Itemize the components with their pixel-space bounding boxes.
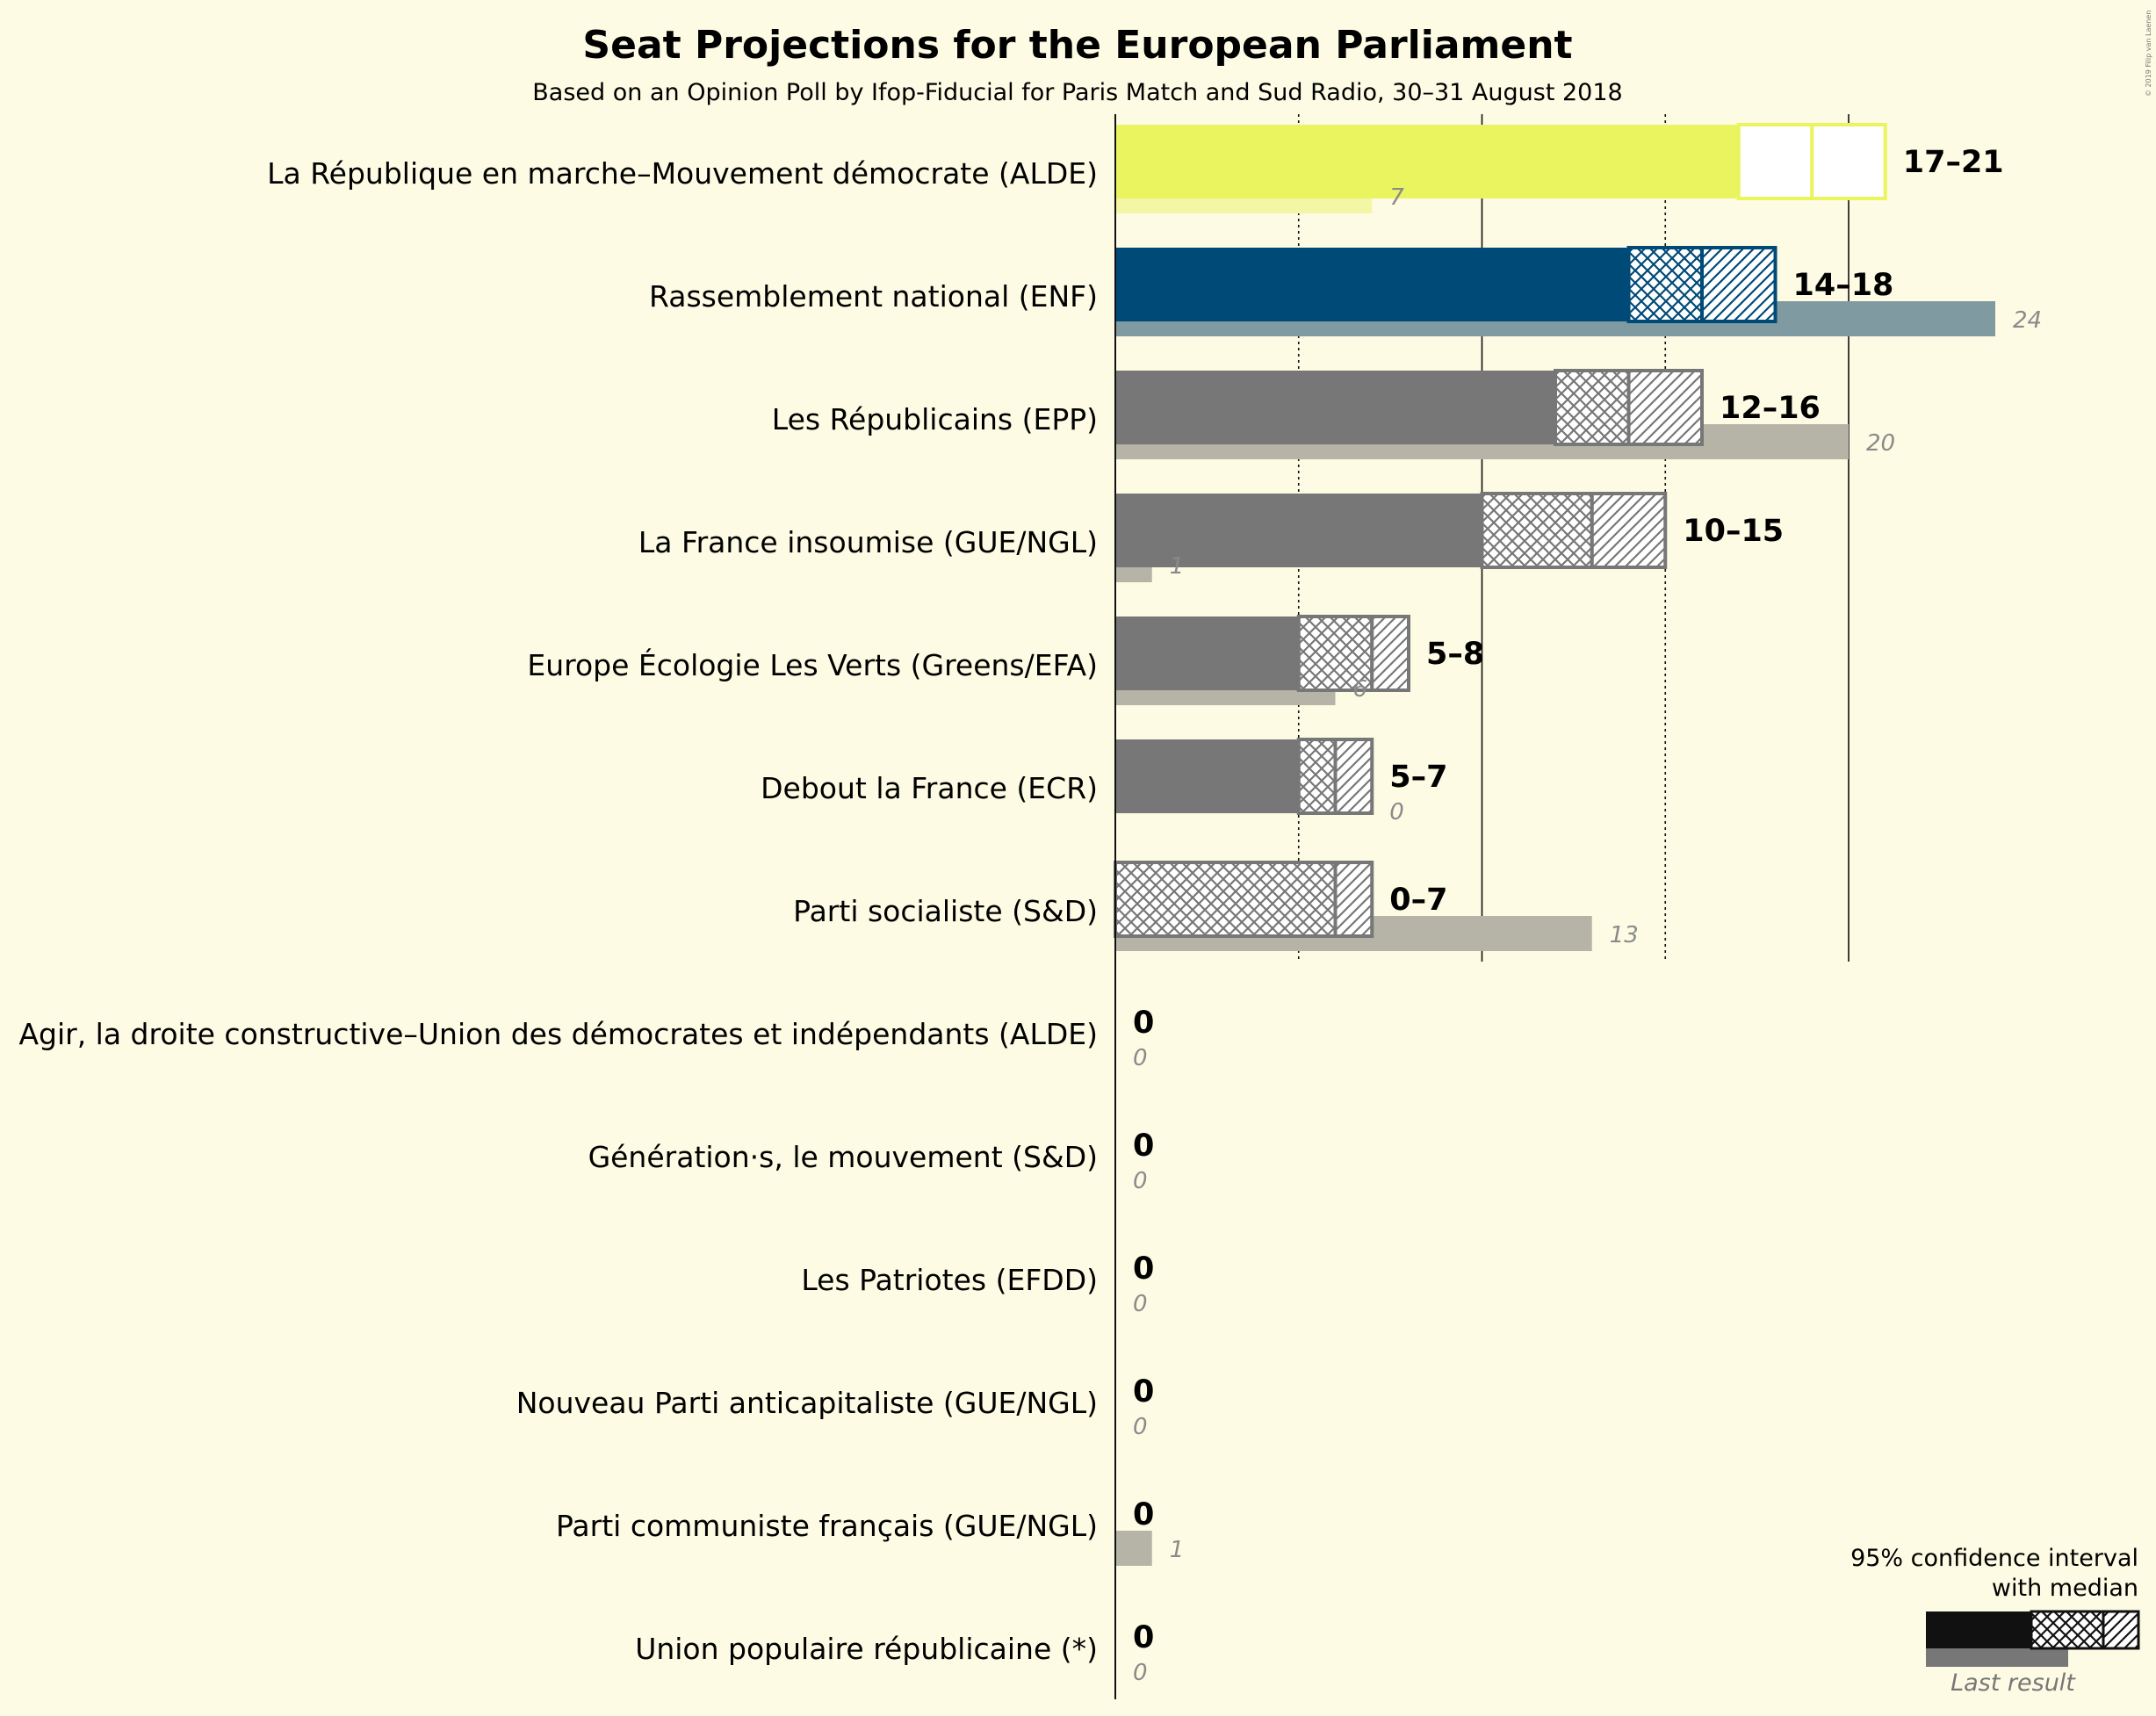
range-label: 0 — [1133, 1251, 1154, 1287]
party-label: Debout la France (ECR) — [761, 771, 1098, 805]
party-label: Les Républicains (EPP) — [772, 402, 1098, 436]
legend-ci-diagonal-swatch — [2102, 1610, 2140, 1650]
last-result-label: 0 — [1133, 1414, 1148, 1440]
copyright-notice: © 2019 Filip van Laenen — [2145, 11, 2152, 97]
ci-upper-diagonal-segment — [1700, 246, 1777, 323]
party-row: Parti socialiste (S&D) 0–7 13 — [793, 861, 1639, 951]
ci-solid-segment — [1115, 739, 1299, 813]
ci-solid-segment — [1115, 125, 1739, 198]
ci-lower-crosshatch-segment — [1114, 861, 1338, 938]
range-label: 5–8 — [1426, 637, 1484, 672]
ci-upper-diagonal-segment — [1810, 123, 1887, 200]
last-result-label: 1 — [1170, 553, 1185, 580]
ci-solid-segment — [1115, 248, 1629, 321]
last-result-label: 0 — [1133, 1168, 1148, 1194]
legend-last-result-swatch — [1926, 1648, 2068, 1667]
party-row: Les Républicains (EPP) 12–16 20 — [772, 369, 1895, 459]
party-label: Union populaire républicaine (*) — [635, 1632, 1098, 1666]
bar-rows: La République en marche–Mouvement démocr… — [18, 114, 2042, 1699]
party-label: La République en marche–Mouvement démocr… — [267, 156, 1098, 191]
party-row: Parti communiste français (GUE/NGL) 01 — [556, 1497, 1184, 1566]
party-label: Les Patriotes (EFDD) — [801, 1263, 1098, 1297]
ci-solid-segment — [1115, 494, 1482, 567]
chart-subtitle: Based on an Opinion Poll by Ifop-Fiducia… — [532, 79, 1622, 106]
last-result-label: 7 — [1389, 184, 1404, 211]
last-result-label: 0 — [1133, 1045, 1148, 1071]
party-label: Rassemblement national (ENF) — [649, 279, 1098, 314]
party-row: Nouveau Parti anticapitaliste (GUE/NGL) 0… — [516, 1374, 1155, 1440]
party-label: Nouveau Parti anticapitaliste (GUE/NGL) — [516, 1386, 1098, 1420]
last-result-label: 6 — [1353, 676, 1368, 703]
party-row: La France insoumise (GUE/NGL) 10–15 1 — [638, 492, 1784, 582]
ci-lower-crosshatch-segment — [1296, 615, 1374, 692]
ci-lower-crosshatch-segment — [1296, 738, 1338, 815]
range-label: 0 — [1133, 1497, 1154, 1532]
last-result-label: 0 — [1133, 1291, 1148, 1317]
ci-lower-crosshatch-segment — [1736, 123, 1814, 200]
last-result-label: 0 — [1133, 1660, 1148, 1686]
range-label: 0–7 — [1389, 883, 1447, 918]
range-label: 14–18 — [1793, 268, 1894, 303]
ci-lower-crosshatch-segment — [1554, 369, 1631, 446]
party-row: Les Patriotes (EFDD) 0 0 — [801, 1251, 1154, 1317]
ci-upper-diagonal-segment — [1333, 861, 1374, 938]
ci-upper-diagonal-segment — [1626, 369, 1704, 446]
party-row: Europe Écologie Les Verts (Greens/EFA) 5–… — [527, 615, 1484, 705]
party-row: Agir, la droite constructive–Union des d… — [18, 1006, 1154, 1071]
range-label: 0 — [1133, 1620, 1154, 1655]
party-row: Rassemblement national (ENF) 14–18 24 — [649, 246, 2042, 336]
party-row: Union populaire républicaine (*) 0 0 — [635, 1620, 1154, 1686]
last-result-label: 20 — [1866, 430, 1895, 457]
legend: 95% confidence interval with median Last… — [1850, 1545, 2140, 1697]
party-row: La République en marche–Mouvement démocr… — [267, 123, 2004, 213]
chart-title: Seat Projections for the European Parlia… — [582, 23, 1572, 68]
last-result-label: 1 — [1170, 1537, 1185, 1563]
party-label: Génération·s, le mouvement (S&D) — [588, 1140, 1098, 1174]
party-label: Parti socialiste (S&D) — [793, 894, 1098, 928]
legend-ci-crosshatch-swatch — [2030, 1610, 2105, 1650]
party-label: Europe Écologie Les Verts (Greens/EFA) — [527, 647, 1098, 682]
range-label: 5–7 — [1389, 760, 1447, 795]
party-label: La France insoumise (GUE/NGL) — [638, 525, 1098, 559]
last-result-label: 24 — [2013, 307, 2042, 334]
ci-upper-diagonal-segment — [1370, 615, 1410, 692]
ci-upper-diagonal-segment — [1333, 738, 1374, 815]
range-label: 10–15 — [1683, 514, 1784, 549]
legend-last-result-label: Last result — [1950, 1669, 2076, 1697]
ci-lower-crosshatch-segment — [1626, 246, 1704, 323]
ci-lower-crosshatch-segment — [1480, 492, 1594, 569]
last-result-bar — [1115, 1531, 1152, 1566]
party-label: Parti communiste français (GUE/NGL) — [556, 1509, 1098, 1543]
last-result-label: 0 — [1389, 799, 1404, 826]
legend-line-2: with median — [1992, 1575, 2138, 1602]
last-result-label: 13 — [1610, 922, 1639, 948]
ci-solid-segment — [1115, 371, 1555, 444]
party-row: Debout la France (ECR) 5–7 0 — [761, 738, 1447, 826]
party-row: Génération·s, le mouvement (S&D) 0 0 — [588, 1128, 1155, 1194]
legend-ci-solid-swatch — [1926, 1611, 2031, 1648]
range-label: 0 — [1133, 1374, 1154, 1410]
party-label: Agir, la droite constructive–Union des d… — [18, 1017, 1098, 1051]
range-label: 0 — [1133, 1006, 1154, 1041]
legend-line-1: 95% confidence interval — [1850, 1545, 2138, 1572]
ci-solid-segment — [1115, 616, 1299, 690]
range-label: 12–16 — [1720, 391, 1821, 426]
range-label: 17–21 — [1903, 145, 2004, 180]
ci-upper-diagonal-segment — [1590, 492, 1668, 569]
range-label: 0 — [1133, 1128, 1154, 1164]
